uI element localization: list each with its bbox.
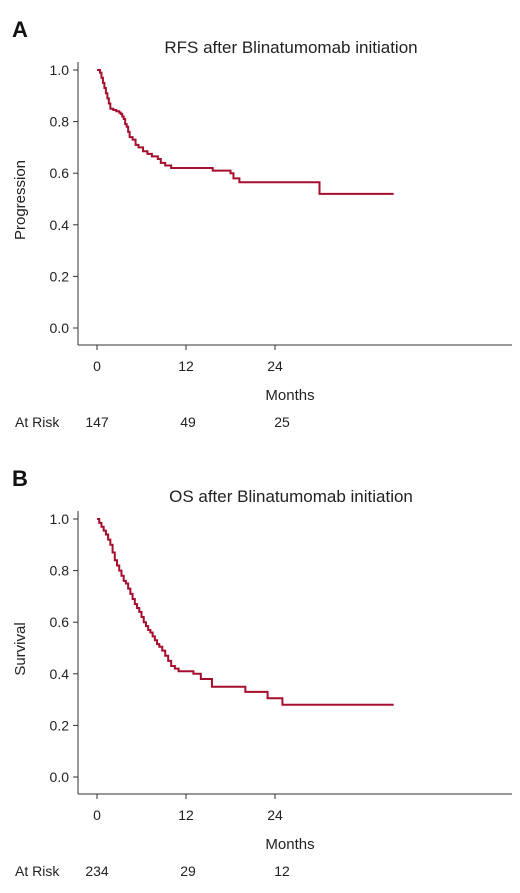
- at-risk-label: At Risk: [15, 414, 60, 430]
- chart-svg-a: A RFS after Blinatumomab initiation Prog…: [12, 17, 512, 430]
- x-tick-label: 0: [93, 358, 101, 374]
- x-tick-label: 12: [178, 358, 194, 374]
- y-tick-label: 0.8: [50, 563, 70, 579]
- panel-a: A RFS after Blinatumomab initiation Prog…: [0, 0, 520, 444]
- y-tick-label: 0.6: [50, 614, 70, 630]
- at-risk-values: 147 49 25: [85, 414, 290, 430]
- y-axis-label: Progression: [12, 160, 29, 240]
- ticks: 0.0 0.2 0.4 0.6 0.8 1.0 0 12 24: [50, 511, 283, 823]
- chart-svg-b: B OS after Blinatumomab initiation Survi…: [12, 466, 512, 879]
- ticks: 0.0 0.2 0.4 0.6 0.8 1.0 0 12 24: [50, 62, 283, 374]
- y-tick-label: 0.8: [50, 114, 70, 130]
- survival-curve: [97, 69, 394, 195]
- y-tick-label: 0.4: [50, 666, 70, 682]
- survival-curve-group: [97, 69, 394, 195]
- x-tick-label: 0: [93, 807, 101, 823]
- y-tick-label: 0.6: [50, 165, 70, 181]
- y-tick-label: 0.0: [50, 769, 70, 785]
- x-axis-label: Months: [265, 387, 314, 404]
- x-tick-label: 24: [267, 358, 283, 374]
- axes: [77, 511, 512, 795]
- at-risk-value: 25: [274, 414, 290, 430]
- chart-title: OS after Blinatumomab initiation: [169, 487, 413, 506]
- chart-title: RFS after Blinatumomab initiation: [164, 38, 417, 57]
- axes: [77, 62, 512, 346]
- panel-b: B OS after Blinatumomab initiation Survi…: [0, 449, 520, 893]
- panel-letter: A: [12, 17, 28, 42]
- y-tick-label: 1.0: [50, 62, 70, 78]
- x-tick-label: 24: [267, 807, 283, 823]
- x-axis-label: Months: [265, 836, 314, 853]
- at-risk-value: 49: [180, 414, 196, 430]
- survival-curve-group: [97, 518, 394, 706]
- y-tick-label: 0.4: [50, 217, 70, 233]
- y-tick-label: 1.0: [50, 511, 70, 527]
- panel-letter: B: [12, 466, 28, 491]
- at-risk-value: 29: [180, 863, 196, 879]
- y-axis-label: Survival: [12, 622, 29, 675]
- at-risk-values: 234 29 12: [85, 863, 290, 879]
- y-tick-label: 0.2: [50, 268, 70, 284]
- y-tick-label: 0.0: [50, 320, 70, 336]
- y-tick-label: 0.2: [50, 717, 70, 733]
- at-risk-value: 12: [274, 863, 290, 879]
- at-risk-value: 147: [85, 414, 109, 430]
- at-risk-value: 234: [85, 863, 109, 879]
- at-risk-label: At Risk: [15, 863, 60, 879]
- x-tick-label: 12: [178, 807, 194, 823]
- survival-curve: [97, 518, 394, 706]
